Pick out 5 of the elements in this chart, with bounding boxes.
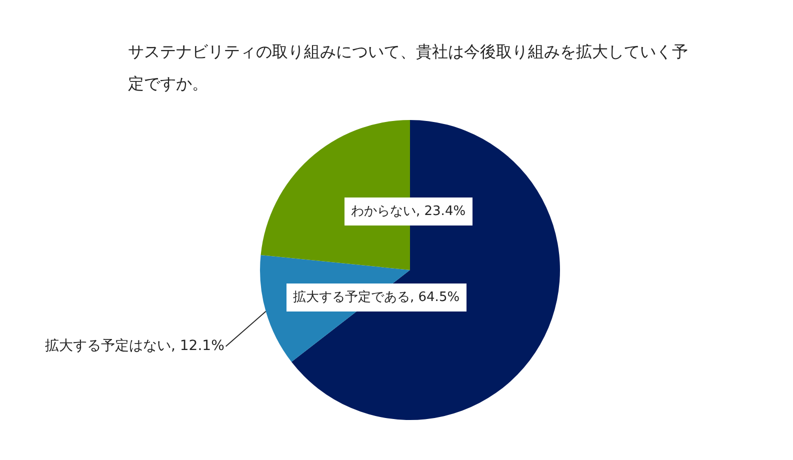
chart-title: サステナビリティの取り組みについて、貴社は今後取り組みを拡大していく予定ですか。 — [128, 41, 689, 95]
slice-label: 拡大する予定はない, 12.1% — [45, 338, 224, 354]
slice-label: わからない, 23.4% — [351, 204, 466, 219]
slice-label: 拡大する予定である, 64.5% — [293, 290, 460, 305]
pie-slice — [291, 120, 560, 420]
